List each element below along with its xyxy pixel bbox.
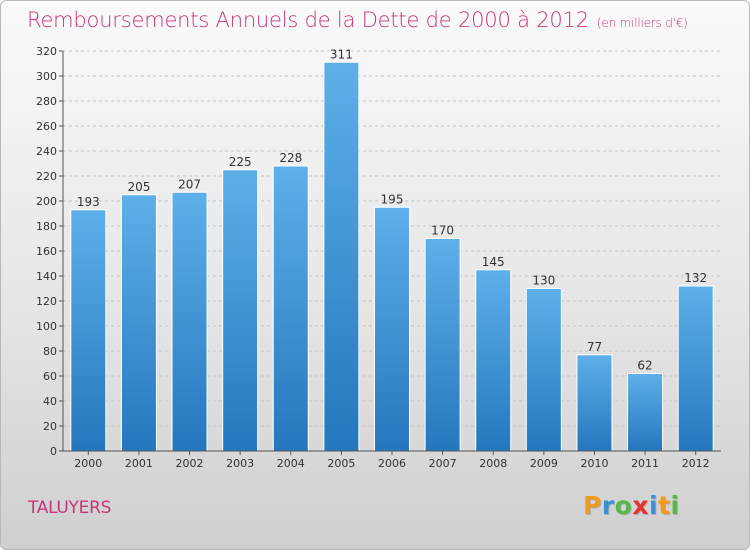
bar-2007 bbox=[424, 238, 461, 452]
x-tick-label: 2004 bbox=[277, 457, 305, 470]
x-tick-label: 2003 bbox=[226, 457, 254, 470]
y-tick-label: 320 bbox=[36, 45, 57, 58]
x-tick-label: 2008 bbox=[479, 457, 507, 470]
y-tick-label: 180 bbox=[36, 220, 57, 233]
bar-value-label: 170 bbox=[431, 224, 454, 238]
bar-value-label: 205 bbox=[127, 180, 150, 194]
x-tick-label: 2007 bbox=[429, 457, 457, 470]
x-tick-label: 2000 bbox=[74, 457, 102, 470]
bar-value-label: 145 bbox=[482, 255, 505, 269]
y-tick-label: 280 bbox=[36, 95, 57, 108]
bar-2010 bbox=[576, 354, 613, 452]
bar-value-label: 311 bbox=[330, 47, 353, 61]
bar-value-label: 193 bbox=[77, 195, 100, 209]
bar-2012 bbox=[677, 285, 714, 452]
logo-letter: i bbox=[649, 491, 659, 520]
bar-2001 bbox=[120, 194, 157, 452]
y-tick-label: 220 bbox=[36, 170, 57, 183]
bar-2005 bbox=[323, 61, 360, 452]
bar-2011 bbox=[627, 373, 664, 452]
bar-2009 bbox=[525, 288, 562, 452]
y-tick-label: 80 bbox=[43, 345, 57, 358]
logo-letter: t bbox=[658, 491, 671, 520]
chart-unit: (en milliers d'€) bbox=[596, 16, 688, 30]
bar-2008 bbox=[475, 269, 512, 452]
bar-value-label: 130 bbox=[532, 274, 555, 288]
proxiti-logo: Proxiti bbox=[583, 491, 680, 520]
bar-value-label: 225 bbox=[229, 155, 252, 169]
logo-letter: P bbox=[583, 491, 602, 520]
chart-title: Remboursements Annuels de la Dette de 20… bbox=[27, 8, 688, 32]
bar-2004 bbox=[272, 165, 309, 452]
bar-value-label: 77 bbox=[587, 340, 602, 354]
logo-letter: r bbox=[601, 491, 615, 520]
y-tick-label: 100 bbox=[36, 320, 57, 333]
bar-value-label: 207 bbox=[178, 177, 201, 191]
bar-2006 bbox=[374, 206, 410, 452]
y-tick-label: 60 bbox=[43, 370, 57, 383]
y-tick-label: 0 bbox=[50, 445, 57, 458]
commune-name: TALUYERS bbox=[28, 498, 112, 518]
bar-value-label: 132 bbox=[684, 271, 707, 285]
x-tick-label: 2005 bbox=[327, 457, 355, 470]
bar-2003 bbox=[222, 169, 259, 452]
axes bbox=[59, 50, 721, 455]
bars bbox=[70, 61, 714, 452]
x-tick-label: 2002 bbox=[176, 457, 204, 470]
bar-value-label: 62 bbox=[637, 359, 652, 373]
y-tick-label: 160 bbox=[36, 245, 57, 258]
y-tick-label: 200 bbox=[36, 195, 57, 208]
y-tick-label: 120 bbox=[36, 295, 57, 308]
bar-value-label: 195 bbox=[381, 192, 404, 206]
y-tick-label: 260 bbox=[36, 120, 57, 133]
x-tick-label: 2012 bbox=[682, 457, 710, 470]
x-tick-label: 2009 bbox=[530, 457, 558, 470]
logo-letter: o bbox=[614, 491, 633, 520]
y-tick-label: 300 bbox=[36, 70, 57, 83]
labels: 0 20 40 60 80 100 120 140 160 180 200 220 240 260 280 3… bbox=[36, 45, 710, 470]
x-tick-label: 2006 bbox=[378, 457, 406, 470]
y-tick-label: 20 bbox=[43, 420, 57, 433]
chart-title-text: Remboursements Annuels de la Dette de 20… bbox=[27, 8, 589, 32]
y-tick-label: 240 bbox=[36, 145, 57, 158]
bar-value-label: 228 bbox=[279, 151, 302, 165]
y-tick-label: 140 bbox=[36, 270, 57, 283]
x-tick-label: 2010 bbox=[580, 457, 608, 470]
x-tick-label: 2001 bbox=[125, 457, 153, 470]
bar-2002 bbox=[171, 191, 208, 452]
y-tick-label: 40 bbox=[43, 395, 57, 408]
bar-2000 bbox=[70, 209, 107, 452]
logo-letter: x bbox=[632, 491, 649, 520]
x-tick-label: 2011 bbox=[631, 457, 659, 470]
logo-letter: i bbox=[670, 491, 680, 520]
